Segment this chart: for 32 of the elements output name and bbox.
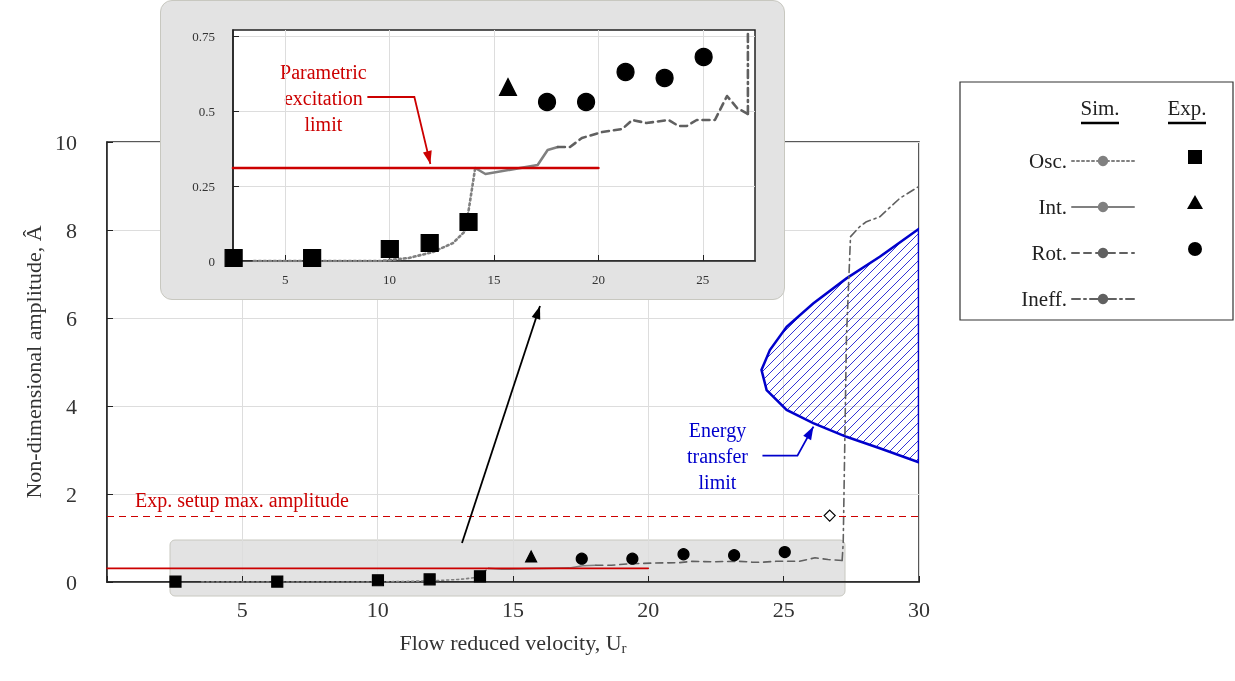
x-tick-label: 25 [772, 596, 795, 622]
x-tick-label: 10 [383, 272, 397, 287]
x-tick-label: 30 [908, 596, 930, 622]
annotation: Parametric excitation limit [280, 61, 367, 135]
y-tick-label: 10 [55, 129, 77, 155]
x-tick-label: 20 [591, 272, 605, 287]
ref-line-label: Exp. setup max. amplitude [135, 489, 349, 512]
y-tick-label: 6 [66, 305, 77, 331]
y-tick-label: 0.75 [192, 28, 215, 44]
y-tick-label: 0.5 [198, 103, 215, 119]
legend-label: Rot. [1031, 241, 1067, 265]
text: Exp. [1167, 96, 1207, 120]
text: Sim. [1080, 96, 1120, 120]
annotation: Energy transfer limit [686, 418, 749, 493]
y-tick-label: 0.25 [192, 178, 215, 194]
x-tick-label: 25 [696, 272, 710, 287]
x-tick-label: 20 [637, 596, 660, 622]
x-tick-label: 5 [281, 272, 289, 287]
y-tick-label: 0 [208, 253, 215, 269]
legend-label: Osc. [1029, 149, 1067, 173]
y-tick-label: 2 [66, 481, 77, 507]
x-tick-label: 5 [236, 596, 248, 622]
legend-label: Ineff. [1021, 287, 1067, 311]
legend-label: Int. [1038, 195, 1067, 219]
x-tick-label: 15 [502, 596, 524, 622]
y-tick-label: 4 [66, 393, 77, 419]
x-tick-label: 15 [487, 272, 501, 287]
x-tick-label: 10 [366, 596, 389, 622]
y-tick-label: 8 [66, 217, 77, 243]
y-axis-title: Non-dimensional amplitude, Â [20, 225, 46, 499]
x-axis-title: Flow reduced velocity, Ur [399, 630, 627, 656]
y-tick-label: 0 [66, 569, 77, 595]
